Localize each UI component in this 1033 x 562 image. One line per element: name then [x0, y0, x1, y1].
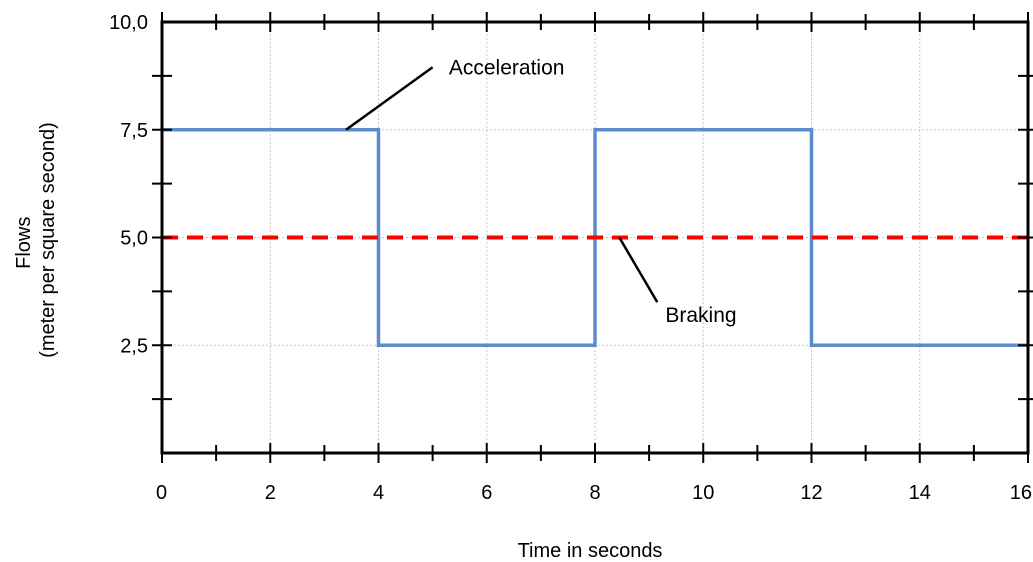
tick-labels: 0 2 4 6 8 10 12 14 16 2,5 5,0 7,5 10,0 [109, 12, 1032, 504]
x-tick-label: 14 [909, 482, 931, 504]
y-tick-label: 5,0 [120, 228, 148, 250]
acceleration-leader-line [345, 66, 434, 131]
acceleration-annotation: Acceleration [449, 56, 565, 79]
tick-marks [152, 12, 1033, 463]
x-tick-label: 16 [1010, 482, 1032, 504]
annotations: Acceleration Braking [345, 56, 737, 327]
x-tick-label: 8 [589, 482, 600, 504]
x-tick-label: 4 [373, 482, 384, 504]
x-axis-label: Time in seconds [518, 540, 663, 562]
y-axis-label: Flows (meter per square second) [13, 122, 59, 358]
x-tick-label: 6 [481, 482, 492, 504]
series-layer [162, 128, 1028, 347]
y-tick-label: 10,0 [109, 12, 148, 34]
braking-leader-line [618, 236, 659, 303]
x-tick-label: 12 [800, 482, 822, 504]
braking-annotation: Braking [665, 304, 736, 327]
y-axis-label-line-2: (meter per square second) [37, 122, 59, 358]
y-axis-label-line-1: Flows [13, 217, 35, 269]
y-tick-label: 7,5 [120, 120, 148, 142]
x-tick-label: 0 [156, 482, 167, 504]
x-tick-label: 10 [692, 482, 714, 504]
x-tick-label: 2 [265, 482, 276, 504]
y-tick-label: 2,5 [120, 335, 148, 357]
